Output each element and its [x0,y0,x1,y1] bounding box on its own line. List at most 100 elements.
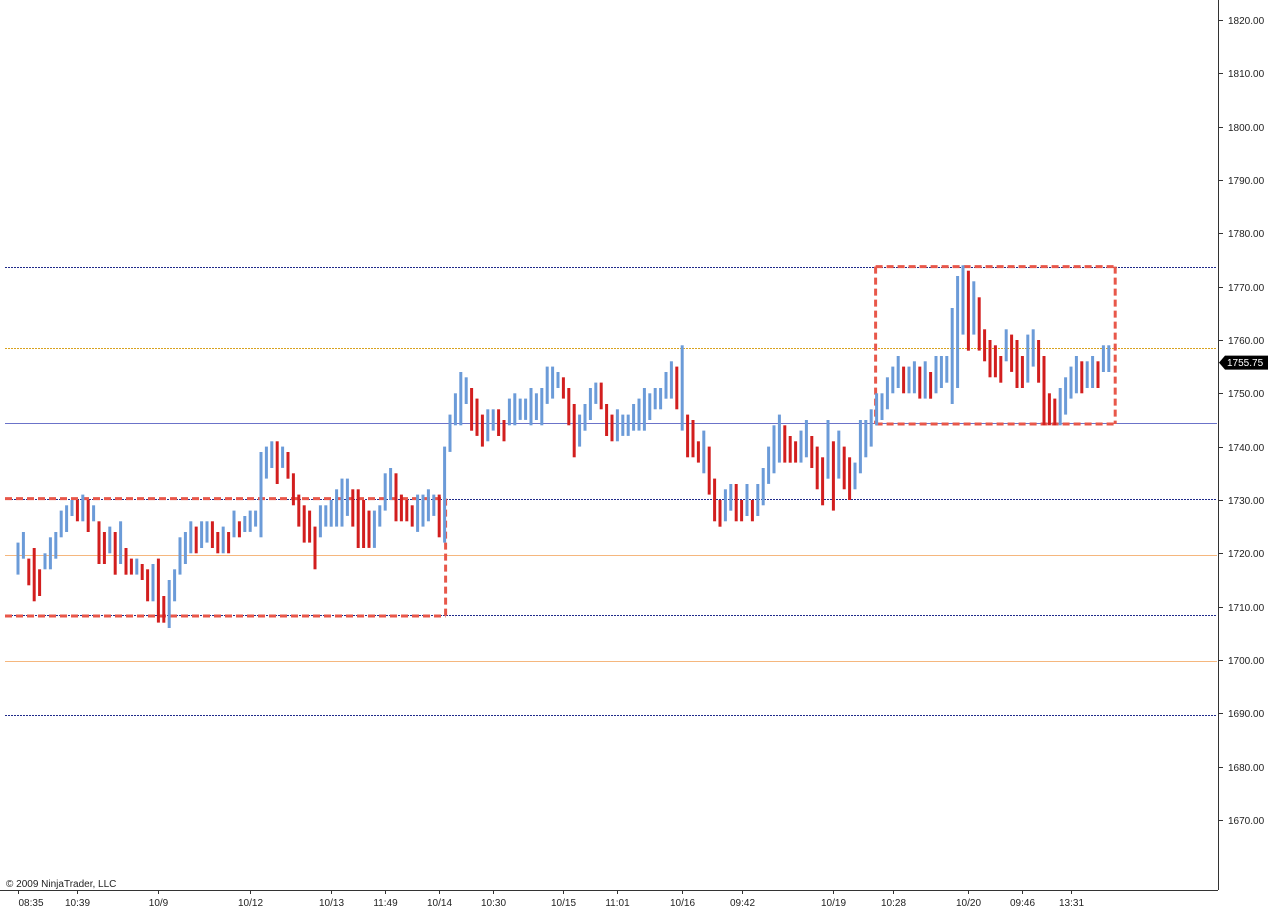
price-bar [956,276,960,388]
price-bar [972,281,976,335]
time-tick-label: 09:42 [730,898,755,909]
price-bar [113,532,117,575]
time-axis[interactable]: 08:35 10:39 10/9 10/12 10/13 11:49 10/14 10:30 1… [0,890,1218,909]
price-bar [27,558,31,586]
time-tick-label: 08:35 [19,898,44,909]
price-bar [254,510,258,527]
price-axis[interactable]: 1820.00 1810.00 1800.00 1790.00 1780.00 1770.… [1218,0,1265,890]
price-bar [1047,393,1051,426]
price-bar [750,500,754,522]
price-bar [1069,366,1073,399]
price-bar [983,329,987,362]
price-tick-label: 1820.00 [1228,16,1265,27]
price-bar [1064,377,1068,415]
price-bar [534,393,538,420]
price-bar [394,473,398,522]
price-bar [140,564,144,580]
price-bar [259,452,263,538]
price-bar [383,473,387,511]
price-bar [918,366,922,399]
price-tick-label: 1700.00 [1228,656,1265,667]
price-bar [540,388,544,426]
price-bar [664,372,668,399]
price-bar [977,297,981,351]
price-bar [1091,356,1095,388]
price-bar [669,361,673,399]
time-tick-label: 10/20 [956,898,981,909]
price-tick-label: 1780.00 [1228,229,1265,240]
price-bar [1026,334,1030,383]
price-bar [340,478,344,527]
price-tick-label: 1770.00 [1228,283,1265,294]
last-price-label: 1755.75 [1227,358,1264,369]
price-bar [599,382,603,410]
price-tick-label: 1790.00 [1228,176,1265,187]
time-tick-label: 13:31 [1059,898,1084,909]
price-bar [421,494,425,527]
price-bar [21,532,25,559]
time-tick-label: 10/15 [551,898,576,909]
price-bar [1004,329,1008,362]
price-bar [367,510,371,548]
last-price-tag-shape [1219,355,1268,370]
price-bar [632,404,636,431]
price-bar [65,505,69,532]
price-bar [97,521,101,564]
price-bar [1042,356,1046,426]
price-bar [497,409,501,436]
price-bar [561,377,565,399]
price-bar [777,414,781,463]
price-bar [356,489,360,548]
price-bar [885,377,889,410]
price-bar [345,478,349,516]
price-bar [475,398,479,436]
price-bar [772,425,776,474]
price-bar [696,441,700,463]
price-bar [588,388,592,420]
price-bar [837,430,841,479]
price-bar [923,361,927,399]
price-bar [545,366,549,404]
price-tick-label: 1690.00 [1228,709,1265,720]
price-bar [713,478,717,522]
price-bar [756,484,760,516]
price-bar [875,393,879,426]
price-bar [826,420,830,479]
price-bar [205,521,209,543]
price-bar [626,414,630,436]
price-bar [318,505,322,538]
price-bar [329,500,333,527]
price-bar [1015,340,1019,388]
price-bar [621,414,625,436]
time-tick-label: 10/12 [238,898,263,909]
price-bar [1037,340,1041,383]
price-bar [162,596,166,623]
price-bar [189,521,193,554]
price-bar [653,388,657,410]
price-bar [1107,345,1111,372]
price-bar [362,500,366,548]
price-bar [605,404,609,436]
price-bar [75,500,79,522]
price-bar [448,414,452,452]
price-bar [891,366,895,394]
price-bar [432,494,436,516]
price-bar [1101,345,1105,372]
price-bar [502,420,506,442]
price-bar [648,393,652,420]
price-bar [486,409,490,442]
price-bar [43,553,47,570]
price-bar [470,388,474,431]
price-bar [221,526,225,554]
price-bar [945,356,949,383]
price-bar [1096,361,1100,388]
price-bar [291,473,295,506]
price-bar [464,377,468,404]
price-bar [173,569,177,602]
price-bar [372,510,376,548]
price-bar [702,430,706,474]
ohlc-bars [16,265,1111,628]
price-bar [124,548,128,575]
